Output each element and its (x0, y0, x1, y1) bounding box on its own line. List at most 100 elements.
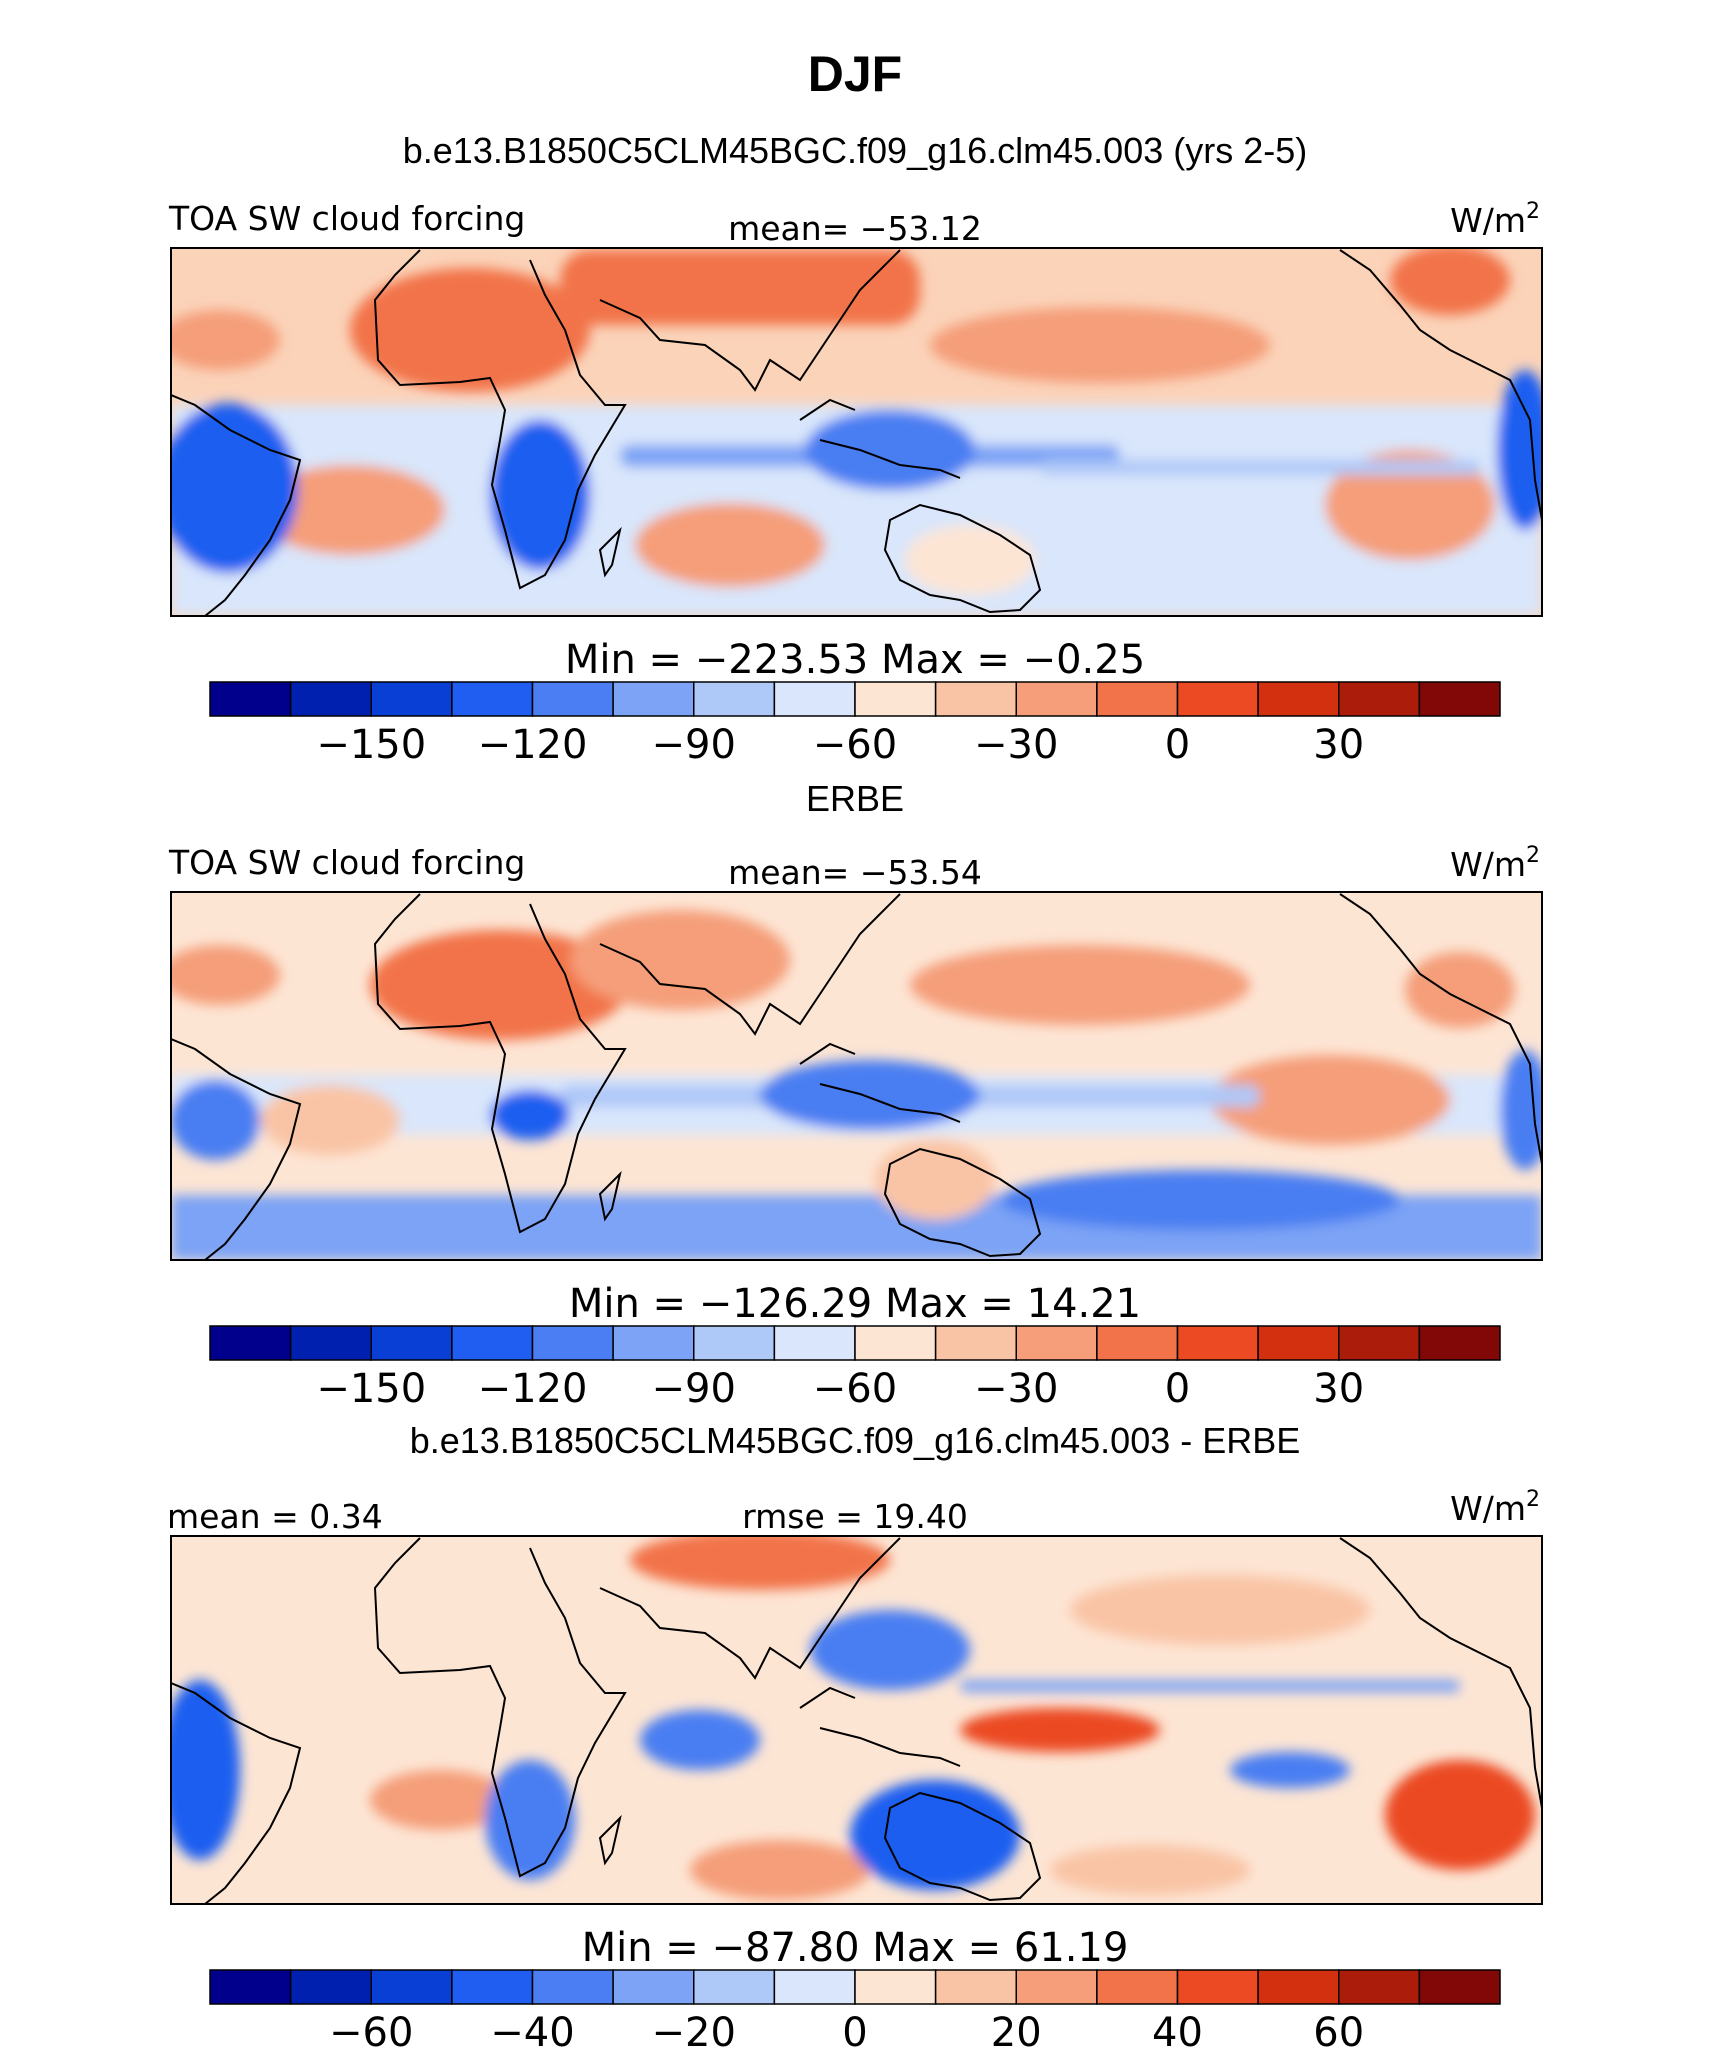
colorbar-tick-label: −150 (316, 1366, 426, 1412)
colorbar-swatch (1257, 681, 1340, 717)
colorbar-swatch (1015, 1325, 1098, 1361)
p1-region-sio (635, 503, 825, 587)
p2-region-natl (171, 945, 280, 1005)
colorbar-swatch (451, 1969, 534, 2005)
colorbar-swatch (531, 1969, 614, 2005)
colorbar-swatch (1418, 1969, 1501, 2005)
panel-1-minmax: Min = −223.53 Max = −0.25 (565, 637, 1145, 683)
colorbar-swatch (1338, 1969, 1421, 2005)
panel-3-colorbar: −60 −40 −20 0 20 40 60 (209, 1969, 1501, 2048)
colorbar-tick-label: 0 (1165, 1366, 1190, 1412)
colorbar-swatch (289, 1325, 372, 1361)
panel-2-variable-label: TOA SW cloud forcing (168, 843, 525, 882)
panel-1-units: W/m2 (1450, 199, 1540, 240)
p1-region-maritime (805, 410, 975, 490)
colorbar-tick-label: −60 (813, 1366, 897, 1412)
colorbar-swatch (531, 1325, 614, 1361)
p1-region-npac (930, 307, 1270, 383)
colorbar-swatch (612, 1325, 695, 1361)
colorbar-tick-label: −90 (652, 722, 736, 768)
colorbar-swatch (370, 1325, 453, 1361)
colorbar-swatch (1176, 1969, 1259, 2005)
p3-region-tibet (630, 1536, 890, 1590)
p3-region-sepac (1385, 1760, 1535, 1870)
panel-3-mean-label: mean = 0.34 (167, 1497, 383, 1536)
panel-2-heading: ERBE (806, 778, 904, 819)
colorbar-tick-label: 0 (842, 2010, 867, 2048)
colorbar-swatch (854, 681, 937, 717)
colorbar-tick-label: −40 (490, 2010, 574, 2048)
panel-2-map-frame (170, 891, 1543, 1261)
colorbar-tick-label: 0 (1165, 722, 1190, 768)
colorbar-tick-label: 60 (1313, 2010, 1364, 2048)
colorbar-swatch (1096, 1969, 1179, 2005)
colorbar-swatch (934, 681, 1017, 717)
colorbar-swatch (209, 1325, 292, 1361)
colorbar-swatch (612, 681, 695, 717)
panel-3-units: W/m2 (1450, 1487, 1540, 1528)
colorbar-swatch (370, 681, 453, 717)
p1-region-asia (560, 250, 920, 325)
panel-3-units-sup: 2 (1526, 1487, 1540, 1512)
colorbar-swatch (370, 1969, 453, 2005)
colorbar-swatch (1176, 1325, 1259, 1361)
p2-region-northafrica (370, 930, 630, 1040)
p3-region-satl (370, 1770, 510, 1830)
colorbar-swatch (1015, 681, 1098, 717)
p3-region-npac (1070, 1575, 1370, 1645)
colorbar-swatch (1015, 1969, 1098, 2005)
p2-region-amazon (171, 1080, 260, 1160)
colorbar-tick-label: −60 (329, 2010, 413, 2048)
colorbar-swatch (1096, 681, 1179, 717)
p3-region-maritime (810, 1610, 970, 1690)
colorbar-tick-label: −20 (652, 2010, 736, 2048)
colorbar-tick-label: 30 (1313, 1366, 1364, 1412)
colorbar-swatch (531, 681, 614, 717)
colorbar-swatch (854, 1325, 937, 1361)
colorbar-swatch (209, 681, 292, 717)
panel-1-mean-label: mean= −53.12 (728, 209, 982, 248)
p1-region-northafrica (350, 268, 590, 392)
panel-2-units-base: W/m (1450, 845, 1526, 884)
colorbar-swatch (693, 1325, 776, 1361)
colorbar-swatch (854, 1969, 937, 2005)
colorbar-swatch (289, 1969, 372, 2005)
colorbar-tick-label: −150 (316, 722, 426, 768)
panel-1-coastlines (171, 249, 1542, 616)
colorbar-swatch (1418, 1325, 1501, 1361)
p2-region-npac (910, 945, 1250, 1025)
p1-region-itcz-pac (1040, 460, 1480, 475)
colorbar-tick-label: −90 (652, 1366, 736, 1412)
colorbar-swatch (1257, 1325, 1340, 1361)
colorbar-swatch (1338, 1325, 1421, 1361)
panel-3-minmax: Min = −87.80 Max = 61.19 (582, 1925, 1129, 1971)
panel-3-map-frame (170, 1535, 1543, 1905)
colorbar-swatch (1096, 1325, 1179, 1361)
p1-region-natl (171, 310, 280, 370)
panel-2-units-sup: 2 (1526, 843, 1540, 868)
p2-region-satl (260, 1085, 400, 1155)
panel-1-map-frame (170, 247, 1543, 617)
panel-2-map (171, 892, 1542, 1260)
panel-2-coastlines (171, 893, 1542, 1260)
p1-region-congo (490, 420, 590, 570)
p3-region-indian (640, 1710, 760, 1770)
colorbar-tick-label: −30 (974, 722, 1058, 768)
colorbar-swatch (1257, 1969, 1340, 2005)
p3-region-sio (690, 1840, 870, 1900)
colorbar-swatch (1176, 681, 1259, 717)
p2-region-mexico (1405, 952, 1515, 1028)
colorbar-tick-label: −120 (478, 722, 588, 768)
colorbar-tick-label: 20 (991, 2010, 1042, 2048)
p2-region-sepac (1210, 1055, 1450, 1145)
p2-region-arabia (570, 910, 790, 1010)
colorbar-swatch (693, 681, 776, 717)
colorbar-swatch (1418, 681, 1501, 717)
p3-region-amazon (171, 1680, 240, 1860)
panel-1-heading: b.e13.B1850C5CLM45BGC.f09_g16.clm45.003 … (403, 130, 1308, 171)
p2-region-australia (875, 1140, 995, 1220)
p1-region-australia (905, 525, 1035, 595)
p3-region-africa-south (485, 1760, 575, 1880)
panel-3-coastlines (171, 1537, 1542, 1904)
